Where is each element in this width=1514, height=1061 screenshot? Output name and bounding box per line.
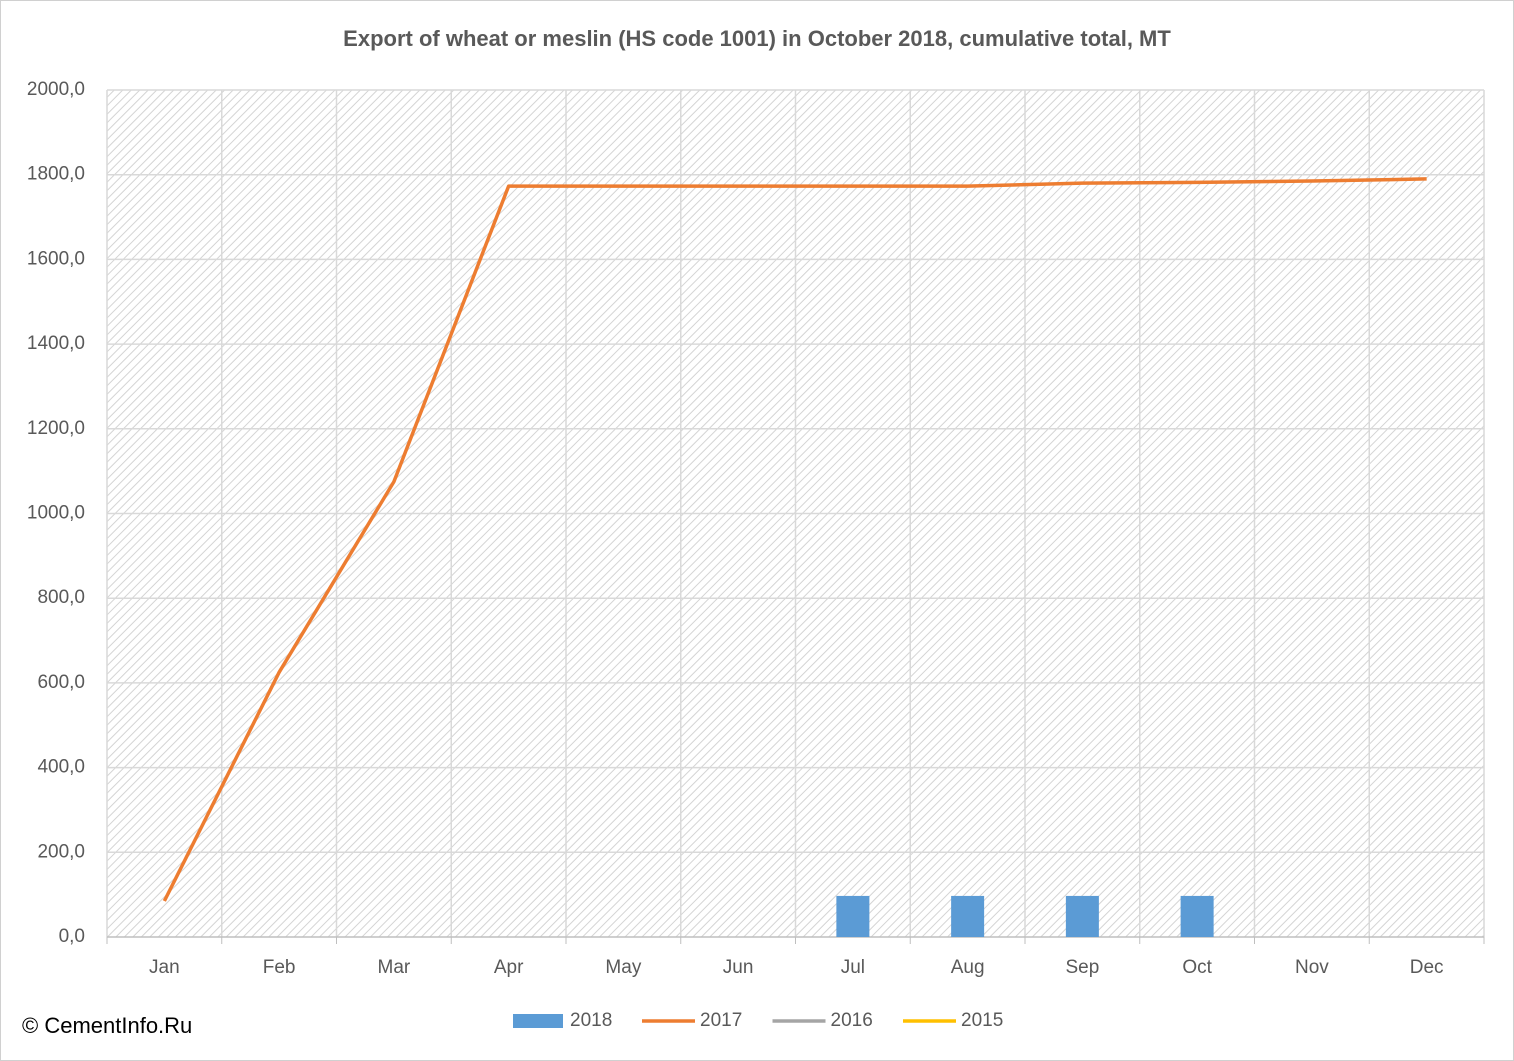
x-tick-label: Nov (1295, 957, 1329, 978)
line (162, 177, 1427, 902)
bar (1180, 895, 1214, 937)
x-tick-label: Oct (1182, 957, 1212, 978)
x-tick-label: Jul (841, 957, 865, 978)
x-tick-label: May (605, 957, 641, 978)
y-tick-label: 0,0 (59, 926, 85, 947)
legend-label: 2015 (961, 1010, 1003, 1031)
y-tick-label: 400,0 (37, 757, 85, 778)
x-tick-label: Aug (951, 957, 985, 978)
x-tick-label: Mar (378, 957, 411, 978)
chart-title: Export of wheat or meslin (HS code 1001)… (343, 26, 1171, 51)
x-tick-label: Jan (149, 957, 180, 978)
legend-swatch (513, 1014, 563, 1028)
y-tick-label: 1600,0 (27, 248, 85, 269)
y-tick-label: 2000,0 (27, 79, 85, 100)
y-tick-label: 1400,0 (27, 333, 85, 354)
y-tick-label: 200,0 (37, 841, 85, 862)
x-tick-label: Dec (1410, 957, 1444, 978)
y-tick-label: 600,0 (37, 672, 85, 693)
x-tick-label: Apr (494, 957, 524, 978)
y-tick-label: 1200,0 (27, 418, 85, 439)
y-tick-label: 800,0 (37, 587, 85, 608)
legend-label: 2016 (831, 1010, 873, 1031)
x-tick-label: Sep (1065, 957, 1099, 978)
bar (1065, 895, 1099, 937)
source: © CementInfo.Ru (22, 1013, 192, 1038)
x-tick-label: Jun (723, 957, 754, 978)
legend-label: 2018 (570, 1010, 612, 1031)
bar (836, 895, 870, 937)
y-tick-label: 1800,0 (27, 164, 85, 185)
legend-label: 2017 (700, 1010, 742, 1031)
x-tick-label: Feb (263, 957, 296, 978)
y-tick-label: 1000,0 (27, 503, 85, 524)
bar (951, 895, 985, 937)
